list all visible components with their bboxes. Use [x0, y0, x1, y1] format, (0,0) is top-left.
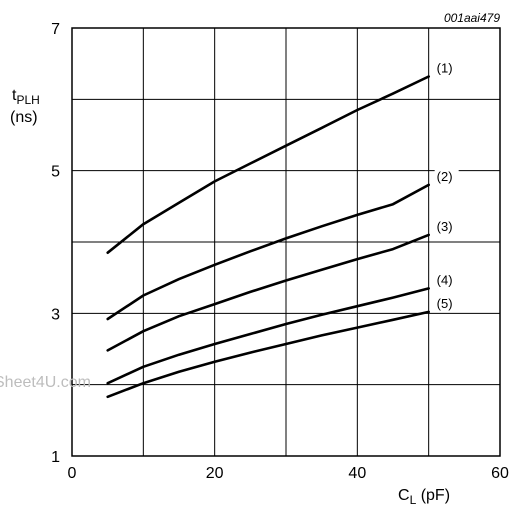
y-tick-label: 1 [51, 449, 60, 466]
x-tick-label: 20 [206, 465, 224, 482]
y-tick-label: 3 [51, 306, 60, 323]
tick-labels: 0 20 40 60 1 3 5 7 [51, 21, 509, 482]
watermark: Sheet4U.com [0, 374, 91, 391]
series-label-1: (1) [437, 61, 453, 76]
x-tick-label: 60 [491, 465, 509, 482]
y-axis-title: tPLH [12, 87, 40, 107]
series-label-2: (2) [437, 169, 453, 184]
figure-id: 001aai479 [444, 11, 500, 25]
series-line-3 [108, 235, 429, 351]
series-label-5: (5) [437, 296, 453, 311]
y-tick-label: 5 [51, 164, 60, 181]
series-label-4: (4) [437, 272, 453, 287]
series-line-1 [108, 77, 429, 253]
x-tick-label: 40 [348, 465, 366, 482]
series-line-4 [108, 288, 429, 383]
x-axis-title: CL (pF) [398, 487, 450, 507]
y-axis-unit: (ns) [10, 109, 38, 126]
y-tick-label: 7 [51, 21, 60, 38]
grid [72, 28, 500, 456]
x-tick-label: 0 [68, 465, 77, 482]
series-label-3: (3) [437, 219, 453, 234]
series-lines [108, 77, 429, 397]
series-labels: (1) (2) (3) (4) (5) [435, 61, 459, 312]
